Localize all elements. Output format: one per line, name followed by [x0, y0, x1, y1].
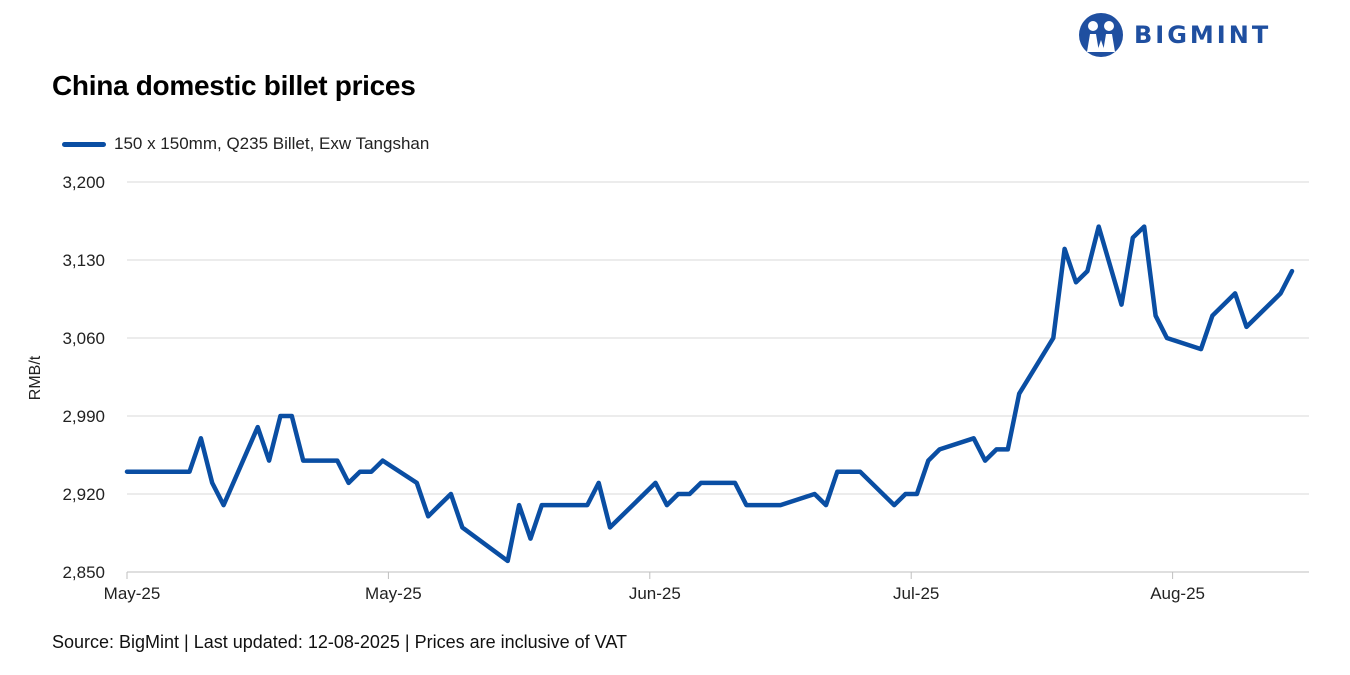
y-tick-label: 3,130 [62, 251, 105, 270]
y-tick-label: 2,850 [62, 563, 105, 582]
y-tick-label: 3,200 [62, 173, 105, 192]
legend-swatch [62, 141, 106, 147]
legend: 150 x 150mm, Q235 Billet, Exw Tangshan [62, 134, 429, 154]
x-tick-label: Jul-25 [893, 584, 939, 603]
series-line [124, 224, 1295, 564]
bigmint-logo-icon [1079, 13, 1123, 57]
series-layer [124, 224, 1295, 564]
y-tick-label: 3,060 [62, 329, 105, 348]
y-axis-label: RMB/t [27, 355, 44, 400]
chart-title: China domestic billet prices [52, 70, 416, 101]
bigmint-logo-text: BIGMINT [1134, 21, 1272, 49]
x-tick-label: Aug-25 [1150, 584, 1205, 603]
legend-label: 150 x 150mm, Q235 Billet, Exw Tangshan [114, 134, 430, 153]
x-tick-label: Jun-25 [629, 584, 681, 603]
x-tick-label: May-25 [104, 584, 161, 603]
y-tick-label: 2,990 [62, 407, 105, 426]
y-axis-ticks: 2,850 2,920 2,990 3,060 3,130 3,200 [62, 173, 105, 582]
gridlines [127, 181, 1309, 495]
x-tick-label: May-25 [365, 584, 422, 603]
y-tick-label: 2,920 [62, 485, 105, 504]
x-axis-ticks: May-25 May-25 Jun-25 Jul-25 Aug-25 [104, 572, 1205, 603]
bigmint-logo: BIGMINT [1078, 12, 1328, 58]
source-note: Source: BigMint | Last updated: 12-08-20… [52, 632, 627, 652]
